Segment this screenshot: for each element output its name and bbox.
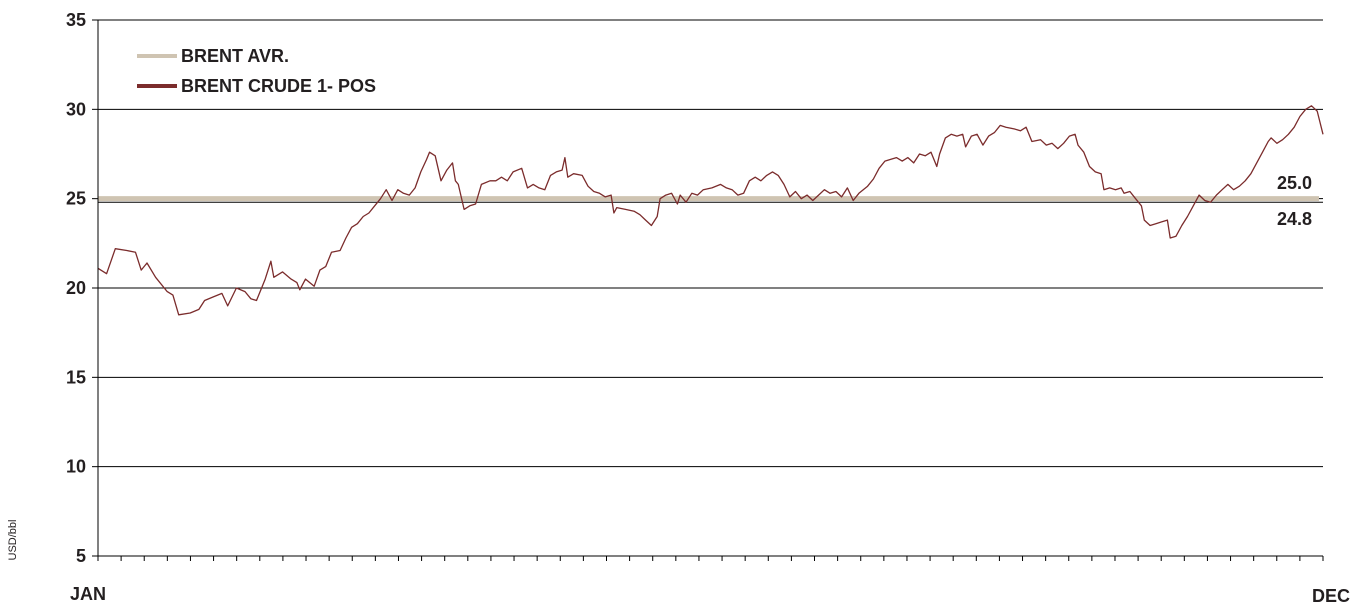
- y-tick-label-10: 10: [66, 457, 86, 477]
- x-label-start: JAN: [70, 584, 106, 604]
- series-lines: [97, 105, 1324, 316]
- axes: [97, 20, 1324, 561]
- y-tick-label-30: 30: [66, 99, 86, 119]
- y-tick-label-35: 35: [66, 10, 86, 30]
- legend-label-average: BRENT AVR.: [181, 46, 289, 66]
- y-tick-label-5: 5: [76, 546, 86, 566]
- x-label-end: DEC: [1312, 586, 1350, 606]
- avg-value-label: 25.0: [1277, 173, 1312, 193]
- legend-label-price: BRENT CRUDE 1- POS: [181, 76, 376, 96]
- series-line-brent-crude: [97, 105, 1324, 316]
- gridlines: [92, 19, 1323, 557]
- legend: BRENT AVR. BRENT CRUDE 1- POS: [137, 46, 376, 96]
- ref-value-label: 24.8: [1277, 209, 1312, 229]
- y-axis-title: USD/bbl: [7, 520, 19, 561]
- y-tick-label-25: 25: [66, 189, 86, 209]
- y-tick-label-15: 15: [66, 367, 86, 387]
- reference-lines: [98, 196, 1323, 203]
- y-tick-labels: 5 10 15 20 25 30 35: [66, 10, 86, 566]
- y-tick-label-20: 20: [66, 278, 86, 298]
